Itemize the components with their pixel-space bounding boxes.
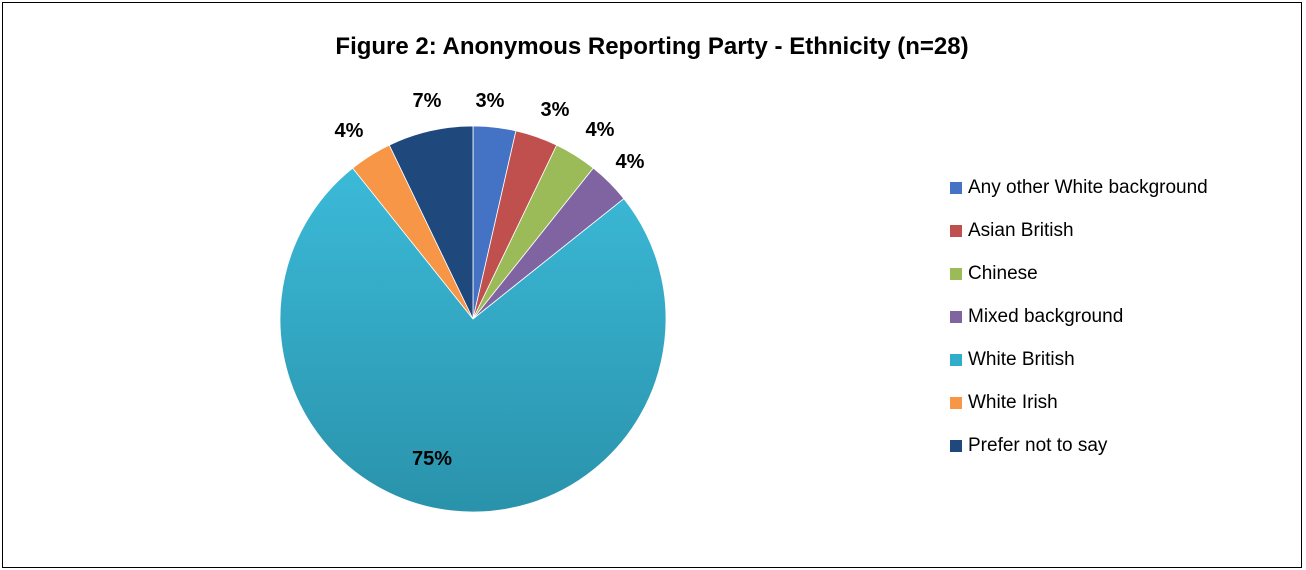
- legend-entry: White British: [950, 344, 1208, 376]
- pie-slice-prefer-not-to-say: [388, 125, 474, 320]
- legend-entry: Prefer not to say: [950, 430, 1208, 462]
- pie-slice-white-british: [279, 167, 667, 513]
- legend-label: Chinese: [968, 263, 1038, 284]
- legend-label: Mixed background: [968, 306, 1124, 327]
- legend-swatch: [950, 311, 962, 323]
- data-label: 3%: [541, 99, 570, 121]
- legend-swatch: [950, 268, 962, 280]
- legend-swatch: [950, 225, 962, 237]
- legend-label: White Irish: [968, 392, 1058, 413]
- legend-entry: Any other White background: [950, 172, 1208, 204]
- data-label: 3%: [476, 90, 505, 112]
- chart-title: Figure 2: Anonymous Reporting Party - Et…: [335, 33, 969, 60]
- legend-label: White British: [968, 349, 1075, 370]
- legend-entry: Chinese: [950, 258, 1208, 290]
- legend-entry: White Irish: [950, 387, 1208, 419]
- data-label: 75%: [412, 448, 452, 470]
- legend-label: Asian British: [968, 220, 1074, 241]
- legend-swatch: [950, 397, 962, 409]
- data-label: 4%: [335, 120, 364, 142]
- data-label: 4%: [616, 151, 645, 173]
- legend-swatch: [950, 182, 962, 194]
- legend-entry: Asian British: [950, 215, 1208, 247]
- legend-label: Any other White background: [968, 177, 1208, 198]
- legend-entry: Mixed background: [950, 301, 1208, 333]
- legend-swatch: [950, 354, 962, 366]
- data-label: 7%: [413, 90, 442, 112]
- legend-swatch: [950, 440, 962, 452]
- data-label: 4%: [586, 119, 615, 141]
- legend: Any other White background Asian British C…: [950, 172, 1208, 473]
- legend-label: Prefer not to say: [968, 435, 1108, 456]
